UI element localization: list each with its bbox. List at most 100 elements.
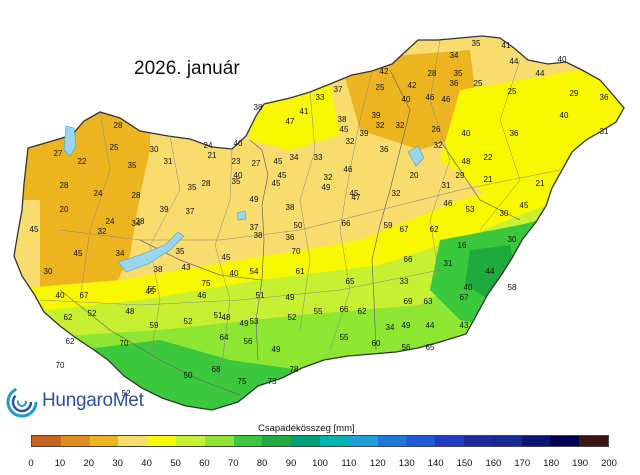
station-value: 32 — [346, 137, 355, 146]
station-value: 45 — [350, 189, 359, 198]
station-value: 27 — [252, 159, 261, 168]
river-duna — [249, 139, 269, 361]
station-value: 31 — [600, 127, 609, 136]
legend-swatch — [521, 436, 551, 446]
station-value: 46 — [344, 165, 353, 174]
station-value: 40 — [230, 269, 239, 278]
station-value: 68 — [212, 365, 221, 374]
station-value: 56 — [244, 337, 253, 346]
station-value: 23 — [232, 157, 241, 166]
station-value: 48 — [222, 313, 231, 322]
station-value: 52 — [122, 389, 131, 398]
station-value: 65 — [346, 277, 355, 286]
station-value: 34 — [450, 51, 459, 60]
station-value: 30 — [44, 267, 53, 276]
station-value: 49 — [402, 321, 411, 330]
station-value: 66 — [342, 219, 351, 228]
station-value: 34 — [290, 153, 299, 162]
station-value: 30 — [150, 145, 159, 154]
station-value: 30 — [508, 235, 517, 244]
legend-tick-label: 200 — [601, 458, 617, 469]
station-value: 40 — [560, 111, 569, 120]
station-value: 16 — [458, 241, 467, 250]
station-value: 32 — [392, 189, 401, 198]
station-value: 65 — [426, 343, 435, 352]
station-value: 36 — [380, 145, 389, 154]
zone-40-50-central — [14, 160, 624, 330]
station-value: 44 — [510, 57, 519, 66]
station-value: 31 — [444, 259, 453, 268]
station-values: 35 41 34 44 40 42 28 35 44 25 42 46 25 29 37 33 40 46 36 38… — [30, 39, 609, 398]
station-value: 53 — [250, 317, 259, 326]
station-value: 41 — [300, 107, 309, 116]
station-value: 67 — [80, 291, 89, 300]
station-value: 25 — [508, 87, 517, 96]
station-value: 39 — [360, 129, 369, 138]
station-value: 28 — [132, 191, 141, 200]
station-value: 62 — [358, 307, 367, 316]
legend-swatch — [118, 436, 148, 446]
station-value: 45 — [520, 201, 529, 210]
station-value: 40 — [558, 55, 567, 64]
legend-swatch — [89, 436, 119, 446]
station-value: 75 — [202, 279, 211, 288]
station-value: 35 — [188, 183, 197, 192]
legend-tick-label: 90 — [285, 458, 297, 469]
legend-swatch — [233, 436, 263, 446]
station-value: 54 — [250, 267, 259, 276]
legend-swatch — [406, 436, 436, 446]
legend-tick-label: 10 — [54, 458, 66, 469]
station-value: 46 — [442, 95, 451, 104]
station-value: 40 — [234, 171, 243, 180]
station-value: 59 — [384, 221, 393, 230]
legend-swatch — [262, 436, 292, 446]
map-title: 2026. január — [134, 58, 240, 79]
station-value: 66 — [404, 255, 413, 264]
station-value: 37 — [250, 223, 259, 232]
station-value: 50 — [184, 371, 193, 380]
station-value: 35 — [128, 161, 137, 170]
legend-swatch — [147, 436, 176, 446]
station-value: 43 — [182, 263, 191, 272]
station-value: 70 — [292, 247, 301, 256]
river-tisza — [371, 69, 411, 351]
station-value: 36 — [600, 93, 609, 102]
station-value: 42 — [380, 67, 389, 76]
station-value: 21 — [484, 175, 493, 184]
station-value: 21 — [536, 179, 545, 188]
station-value: 33 — [314, 153, 323, 162]
station-value: 52 — [184, 317, 193, 326]
station-value: 50 — [294, 221, 303, 230]
station-value: 31 — [164, 157, 173, 166]
station-value: 49 — [240, 319, 249, 328]
station-value: 34 — [116, 249, 125, 258]
legend-swatch — [348, 436, 378, 446]
station-value: 38 — [338, 115, 347, 124]
station-value: 75 — [238, 377, 247, 386]
legend-tick-label: 70 — [228, 458, 239, 469]
station-value: 61 — [296, 267, 305, 276]
station-value: 51 — [256, 291, 265, 300]
legend-tick-label: 60 — [199, 458, 210, 469]
station-value: 40 — [234, 139, 243, 148]
station-value: 48 — [462, 157, 471, 166]
station-value: 59 — [150, 321, 159, 330]
legend-swatch — [550, 436, 580, 446]
country-border — [13, 35, 625, 411]
station-value: 46 — [444, 199, 453, 208]
county-boundaries — [39, 39, 561, 381]
station-value: 25 — [376, 83, 385, 92]
legend-tick-label: 80 — [256, 458, 268, 469]
station-value: 28 — [202, 179, 211, 188]
station-value: 41 — [502, 41, 511, 50]
legend-title: Csapadékösszeg [mm] — [258, 423, 355, 434]
station-value: 26 — [432, 125, 441, 134]
station-value: 45 — [146, 287, 155, 296]
station-value: 45 — [274, 157, 283, 166]
legend-swatch — [377, 436, 407, 446]
station-value: 36 — [510, 129, 519, 138]
legend-swatch — [492, 436, 522, 446]
station-value: 44 — [426, 321, 435, 330]
station-value: 35 — [454, 69, 463, 78]
